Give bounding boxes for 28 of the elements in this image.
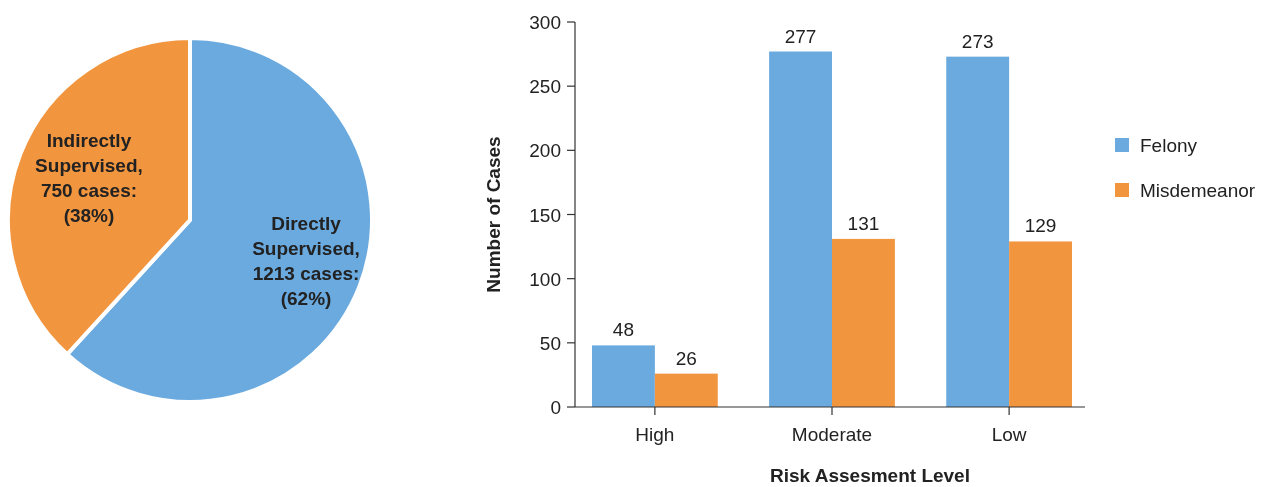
bar [769, 51, 832, 407]
data-label: 277 [784, 25, 817, 47]
y-tick-label: 100 [529, 268, 561, 290]
y-axis-title: Number of Cases [483, 136, 504, 293]
slice-label: Directly Supervised, 1213 cases: (62%) [252, 212, 360, 309]
data-label: 48 [612, 319, 635, 341]
legend-label: Felony [1140, 135, 1198, 156]
legend-label: Misdemeanor [1140, 180, 1256, 201]
y-tick-label: 0 [550, 397, 561, 418]
slice-label: Indirectly Supervised, 750 cases: (38%) [35, 130, 143, 227]
y-tick-label: 250 [529, 76, 561, 98]
x-tick-label: Moderate [791, 424, 873, 445]
y-tick-label: 200 [529, 140, 561, 162]
data-label: 129 [1024, 215, 1057, 237]
x-tick-label: High [635, 424, 675, 445]
x-axis-title: Risk Assesment Level [770, 465, 970, 486]
y-tick-label: 150 [529, 204, 561, 226]
data-label: 273 [961, 30, 994, 52]
bar [1009, 241, 1072, 407]
data-label: 26 [675, 347, 697, 369]
y-tick-label: 300 [529, 12, 561, 33]
bar [946, 56, 1010, 407]
bar [592, 345, 655, 407]
bar [832, 238, 895, 407]
x-tick-label: Low [991, 424, 1027, 445]
bar [654, 373, 718, 407]
data-label: 131 [847, 212, 880, 234]
y-tick-label: 50 [539, 332, 561, 354]
